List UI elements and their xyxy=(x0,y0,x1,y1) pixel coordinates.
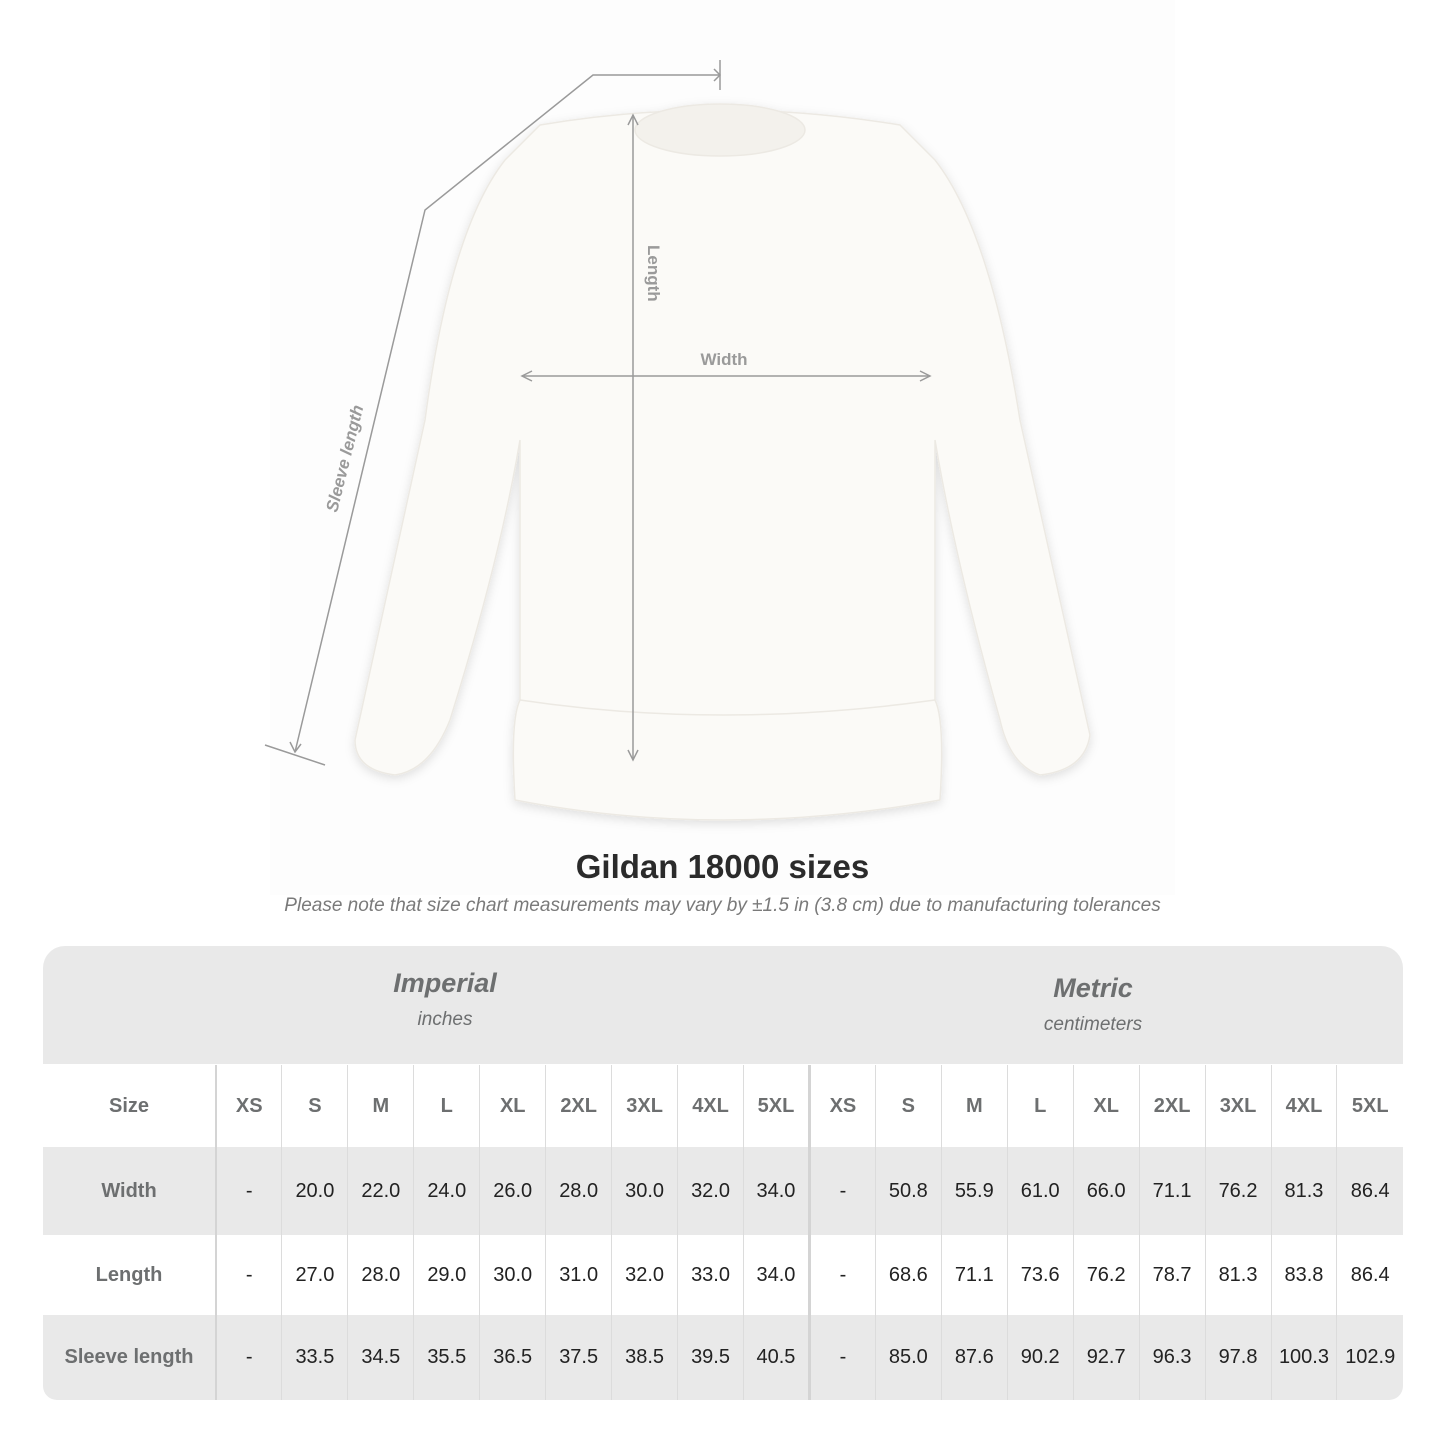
imperial-size-header: 3XL xyxy=(611,1065,678,1147)
metric-value-cell: 86.4 xyxy=(1336,1147,1403,1235)
metric-unit: centimeters xyxy=(1043,1014,1143,1035)
metric-size-header: XS xyxy=(807,1065,876,1147)
metric-title: Metric xyxy=(1053,973,1133,1003)
metric-value-cell: 61.0 xyxy=(1006,1147,1074,1235)
imperial-header: Imperial inches xyxy=(105,968,785,1031)
metric-value-cell: 85.0 xyxy=(874,1315,942,1400)
sweatshirt-image xyxy=(354,103,1091,821)
metric-size-header: 2XL xyxy=(1138,1065,1206,1147)
imperial-value-cell: 38.5 xyxy=(611,1315,678,1400)
imperial-value-cell: 34.0 xyxy=(743,1235,810,1315)
imperial-value-cell: 33.0 xyxy=(677,1235,744,1315)
metric-value-cell: 76.2 xyxy=(1204,1147,1271,1235)
length-label: Length xyxy=(644,245,663,302)
table-row: Length -27.0 28.0 29.0 30.0 31.0 32.0 33.0 34.0-… xyxy=(43,1235,1403,1315)
imperial-unit: inches xyxy=(417,1009,473,1030)
imperial-size-header: 4XL xyxy=(677,1065,744,1147)
sweatshirt-diagram: Length Width Sleeve length xyxy=(264,60,1091,821)
metric-value-cell: 76.2 xyxy=(1072,1235,1140,1315)
imperial-value-cell: 32.0 xyxy=(611,1235,678,1315)
metric-size-header: XL xyxy=(1072,1065,1140,1147)
row-label: Length xyxy=(43,1235,217,1315)
table-row: Width -20.0 22.0 24.0 26.0 28.0 30.0 32.0 34.0-5… xyxy=(43,1147,1403,1235)
table-header-row: Size XS S M L XL 2XL 3XL 4XL 5XL XS S M L XL 2XL 3XL 4XL 5… xyxy=(43,1065,1403,1147)
imperial-value-cell: 26.0 xyxy=(479,1147,546,1235)
metric-value-cell: 68.6 xyxy=(874,1235,942,1315)
imperial-value-cell: 28.0 xyxy=(545,1147,612,1235)
metric-value-cell: 90.2 xyxy=(1006,1315,1074,1400)
chart-title: Gildan 18000 sizes xyxy=(575,848,870,885)
row-label: Width xyxy=(43,1147,217,1235)
metric-value-cell: 102.9 xyxy=(1336,1315,1403,1400)
imperial-title: Imperial xyxy=(393,968,497,998)
metric-size-header: S xyxy=(874,1065,942,1147)
metric-header: Metric centimeters xyxy=(753,973,1433,1036)
imperial-value-cell: 28.0 xyxy=(347,1235,414,1315)
metric-value-cell: - xyxy=(807,1235,876,1315)
imperial-size-header: L xyxy=(413,1065,480,1147)
imperial-value-cell: 30.0 xyxy=(611,1147,678,1235)
metric-value-cell: 96.3 xyxy=(1138,1315,1206,1400)
metric-size-header: 4XL xyxy=(1270,1065,1337,1147)
metric-value-cell: 83.8 xyxy=(1270,1235,1337,1315)
imperial-value-cell: 34.5 xyxy=(347,1315,414,1400)
imperial-value-cell: 31.0 xyxy=(545,1235,612,1315)
imperial-value-cell: 36.5 xyxy=(479,1315,546,1400)
metric-value-cell: 55.9 xyxy=(940,1147,1008,1235)
width-label: Width xyxy=(700,350,747,369)
metric-value-cell: 66.0 xyxy=(1072,1147,1140,1235)
imperial-size-header: M xyxy=(347,1065,414,1147)
imperial-value-cell: 27.0 xyxy=(281,1235,348,1315)
metric-value-cell: 92.7 xyxy=(1072,1315,1140,1400)
metric-value-cell: 86.4 xyxy=(1336,1235,1403,1315)
imperial-size-header: 2XL xyxy=(545,1065,612,1147)
sleeve-length-label: Sleeve length xyxy=(322,403,367,514)
metric-value-cell: 71.1 xyxy=(1138,1147,1206,1235)
imperial-value-cell: - xyxy=(215,1315,282,1400)
imperial-value-cell: 39.5 xyxy=(677,1315,744,1400)
measurement-lines xyxy=(264,60,932,766)
metric-size-header: 5XL xyxy=(1336,1065,1403,1147)
imperial-value-cell: 33.5 xyxy=(281,1315,348,1400)
metric-value-cell: 73.6 xyxy=(1006,1235,1074,1315)
metric-size-header: L xyxy=(1006,1065,1074,1147)
tolerance-note: Please note that size chart measurements… xyxy=(284,895,1161,916)
metric-size-header: 3XL xyxy=(1204,1065,1271,1147)
metric-value-cell: 97.8 xyxy=(1204,1315,1271,1400)
row-label: Sleeve length xyxy=(43,1315,217,1400)
imperial-value-cell: 24.0 xyxy=(413,1147,480,1235)
unit-header: Imperial inches Metric centimeters xyxy=(43,946,1403,1064)
imperial-value-cell: 37.5 xyxy=(545,1315,612,1400)
imperial-size-header: S xyxy=(281,1065,348,1147)
table-row: Sleeve length -33.5 34.5 35.5 36.5 37.5 38.5 39… xyxy=(43,1315,1403,1400)
imperial-size-header: XS xyxy=(215,1065,282,1147)
imperial-value-cell: 35.5 xyxy=(413,1315,480,1400)
metric-value-cell: 71.1 xyxy=(940,1235,1008,1315)
imperial-value-cell: - xyxy=(215,1147,282,1235)
size-label: Size xyxy=(43,1065,217,1147)
size-table: Size XS S M L XL 2XL 3XL 4XL 5XL XS S M L XL 2XL 3XL 4XL 5… xyxy=(43,1065,1403,1400)
imperial-value-cell: 34.0 xyxy=(743,1147,810,1235)
imperial-value-cell: - xyxy=(215,1235,282,1315)
metric-size-header: M xyxy=(940,1065,1008,1147)
metric-value-cell: - xyxy=(807,1147,876,1235)
metric-value-cell: 100.3 xyxy=(1270,1315,1337,1400)
imperial-value-cell: 20.0 xyxy=(281,1147,348,1235)
metric-value-cell: - xyxy=(807,1315,876,1400)
imperial-value-cell: 40.5 xyxy=(743,1315,810,1400)
metric-value-cell: 50.8 xyxy=(874,1147,942,1235)
imperial-size-header: XL xyxy=(479,1065,546,1147)
metric-value-cell: 87.6 xyxy=(940,1315,1008,1400)
metric-value-cell: 81.3 xyxy=(1204,1235,1271,1315)
metric-value-cell: 78.7 xyxy=(1138,1235,1206,1315)
imperial-size-header: 5XL xyxy=(743,1065,810,1147)
imperial-value-cell: 29.0 xyxy=(413,1235,480,1315)
imperial-value-cell: 32.0 xyxy=(677,1147,744,1235)
imperial-value-cell: 22.0 xyxy=(347,1147,414,1235)
metric-value-cell: 81.3 xyxy=(1270,1147,1337,1235)
imperial-value-cell: 30.0 xyxy=(479,1235,546,1315)
